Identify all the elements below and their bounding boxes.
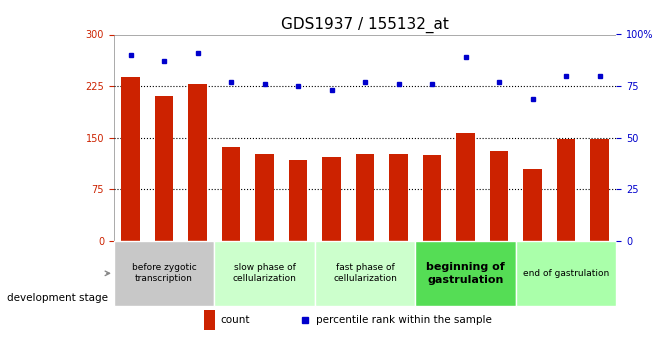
Bar — [121, 77, 140, 241]
Bar — [389, 154, 408, 241]
Text: beginning of
gastrulation: beginning of gastrulation — [426, 262, 505, 285]
Text: percentile rank within the sample: percentile rank within the sample — [316, 315, 492, 325]
Text: development stage: development stage — [7, 294, 108, 303]
Bar — [114, 241, 214, 306]
Bar — [456, 133, 475, 241]
Bar — [415, 241, 516, 306]
Bar — [516, 241, 616, 306]
Title: GDS1937 / 155132_at: GDS1937 / 155132_at — [281, 17, 449, 33]
Text: before zygotic
transcription: before zygotic transcription — [132, 263, 196, 283]
Bar — [114, 34, 616, 241]
Bar — [557, 139, 576, 241]
Bar — [423, 155, 442, 241]
Text: count: count — [220, 315, 250, 325]
Bar — [356, 154, 375, 241]
Bar — [590, 139, 609, 241]
Bar — [490, 151, 509, 241]
Text: fast phase of
cellularization: fast phase of cellularization — [333, 263, 397, 283]
Bar — [204, 310, 216, 330]
Bar — [155, 97, 174, 241]
Bar — [188, 84, 207, 241]
Bar — [315, 241, 415, 306]
Text: end of gastrulation: end of gastrulation — [523, 269, 609, 278]
Bar — [214, 241, 315, 306]
Text: slow phase of
cellularization: slow phase of cellularization — [232, 263, 297, 283]
Bar — [322, 157, 341, 241]
Bar — [255, 154, 274, 241]
Bar — [222, 147, 241, 241]
Bar — [523, 169, 542, 241]
Bar — [289, 160, 308, 241]
